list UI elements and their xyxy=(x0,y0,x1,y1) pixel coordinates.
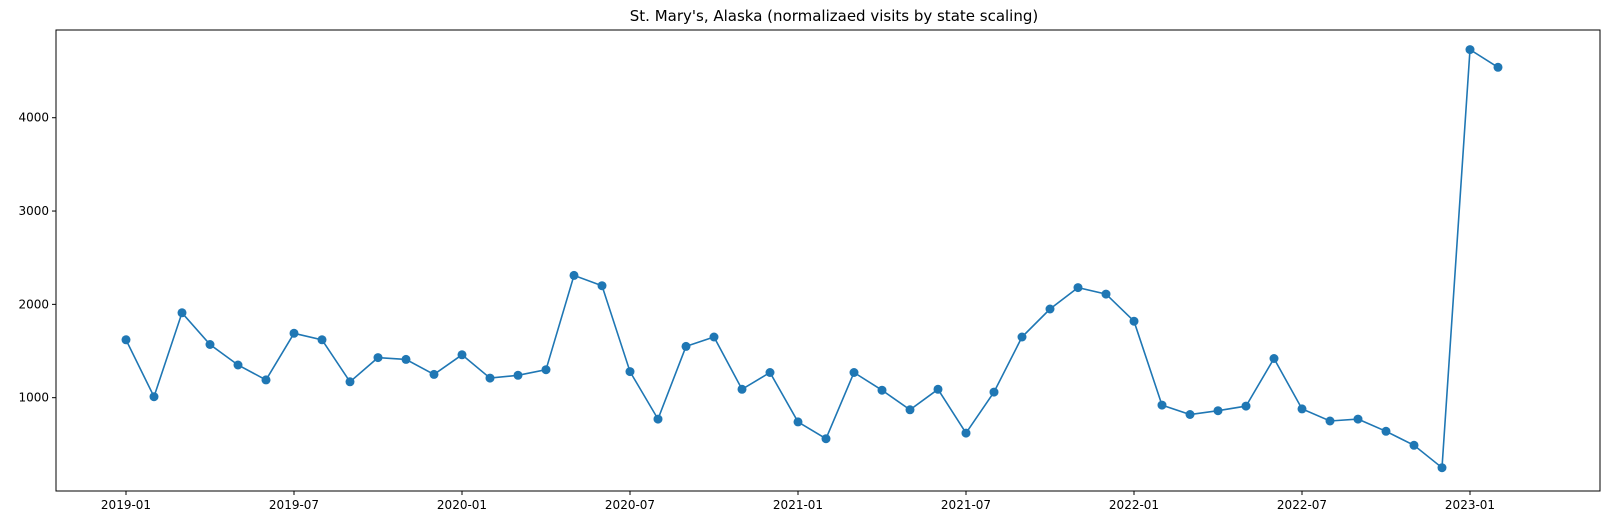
data-point xyxy=(1493,62,1503,72)
data-point xyxy=(1213,406,1223,416)
data-point xyxy=(233,360,243,370)
data-point xyxy=(709,332,719,342)
data-point xyxy=(681,341,691,351)
data-point xyxy=(597,281,607,291)
data-point xyxy=(485,373,495,383)
data-point xyxy=(541,365,551,375)
x-tick-label: 2022-07 xyxy=(1277,498,1327,512)
x-tick-label: 2022-01 xyxy=(1109,498,1159,512)
data-point xyxy=(1409,440,1419,450)
data-point xyxy=(1185,410,1195,419)
data-point xyxy=(1353,414,1363,424)
data-point xyxy=(1325,416,1335,426)
plot-frame xyxy=(55,29,1601,492)
data-point xyxy=(429,369,439,379)
data-point xyxy=(1157,400,1167,410)
x-tick-label: 2019-01 xyxy=(101,498,151,512)
x-tick-label: 2019-07 xyxy=(269,498,319,512)
x-tick-label: 2020-07 xyxy=(605,498,655,512)
data-point xyxy=(177,308,187,318)
data-point xyxy=(1297,404,1307,414)
data-point xyxy=(933,384,943,394)
data-point xyxy=(149,392,159,402)
data-point xyxy=(1465,45,1475,55)
x-tick-label: 2023-01 xyxy=(1445,498,1495,512)
data-point xyxy=(513,370,523,380)
series-layer xyxy=(121,45,1503,473)
x-tick-label: 2020-01 xyxy=(437,498,487,512)
data-point xyxy=(653,414,663,424)
x-tick-label: 2021-07 xyxy=(941,498,991,512)
data-point xyxy=(849,368,859,377)
data-point xyxy=(961,428,971,438)
y-tick-label: 2000 xyxy=(18,297,49,311)
data-point xyxy=(289,328,299,338)
data-point xyxy=(317,335,327,345)
data-point xyxy=(261,375,271,385)
data-point xyxy=(373,353,383,363)
series-line xyxy=(125,48,1499,470)
data-point xyxy=(989,387,999,397)
data-point xyxy=(401,354,411,364)
data-point xyxy=(1269,354,1279,363)
data-point xyxy=(1381,426,1391,436)
data-point xyxy=(205,340,215,349)
data-point xyxy=(905,405,915,415)
data-point xyxy=(1101,289,1111,299)
data-point xyxy=(1241,401,1251,411)
y-tick-label: 3000 xyxy=(18,204,49,218)
chart-title: St. Mary's, Alaska (normalizaed visits b… xyxy=(630,7,1038,25)
data-point xyxy=(569,270,579,280)
y-tick-label: 4000 xyxy=(18,111,49,125)
data-point xyxy=(821,434,831,444)
data-point xyxy=(457,350,467,360)
x-tick-label: 2021-01 xyxy=(773,498,823,512)
data-point xyxy=(345,377,355,387)
data-point xyxy=(1129,316,1139,326)
data-point xyxy=(765,368,775,377)
data-point xyxy=(625,367,635,377)
data-point xyxy=(121,335,131,345)
data-point xyxy=(1073,283,1083,293)
data-point xyxy=(737,384,747,394)
data-point xyxy=(1017,332,1027,342)
y-tick-label: 1000 xyxy=(18,391,49,405)
data-point xyxy=(1437,463,1447,473)
axis-layer: 2019-01 2019-07 2020-01 2020-07 2021-01 2021-… xyxy=(18,111,1495,512)
data-point xyxy=(1045,304,1055,314)
data-point xyxy=(877,385,887,395)
data-point xyxy=(793,417,803,427)
